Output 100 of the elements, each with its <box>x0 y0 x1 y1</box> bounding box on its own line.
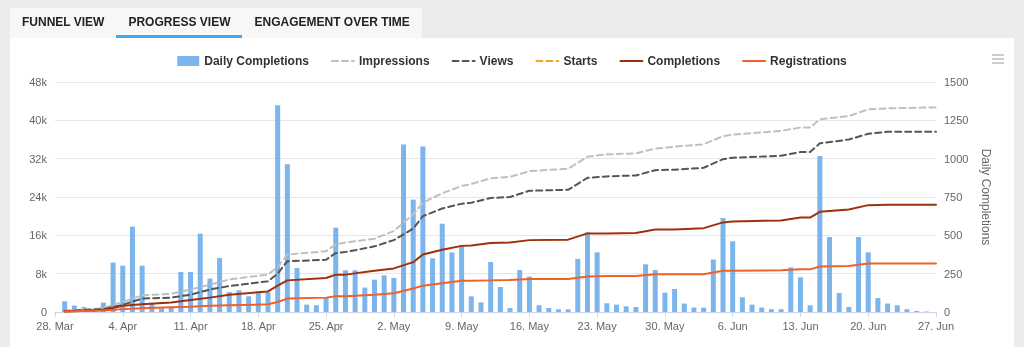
bar <box>623 306 629 312</box>
bar <box>730 241 736 312</box>
x-tick-label: 11. Apr <box>173 319 208 332</box>
bar <box>497 287 503 312</box>
bar <box>546 308 552 312</box>
bar <box>468 296 474 312</box>
bar <box>604 303 610 312</box>
bar <box>323 297 329 312</box>
y2-tick-label: 1000 <box>944 152 969 165</box>
x-tick-label: 16. May <box>509 319 550 332</box>
bar <box>894 305 900 312</box>
line-series <box>63 262 937 313</box>
bar <box>778 309 784 312</box>
bar <box>284 164 290 312</box>
bar <box>759 307 765 312</box>
bar <box>294 267 300 312</box>
x-tick-label: 25. Apr <box>308 319 344 332</box>
bar <box>875 298 881 312</box>
bar <box>768 309 774 312</box>
bar <box>488 262 494 312</box>
bar <box>739 297 745 312</box>
text: ENGAGEMENT OVER TIME <box>253 14 411 31</box>
bar <box>517 269 523 312</box>
bar <box>420 146 426 312</box>
legend-label: Starts <box>563 54 598 68</box>
bar <box>304 304 310 312</box>
bar <box>681 303 687 312</box>
bar <box>401 144 407 312</box>
bar <box>575 258 581 312</box>
bar <box>391 277 397 312</box>
bar <box>827 237 833 312</box>
y2-tick-label: 0 <box>944 306 951 318</box>
bar <box>836 292 842 312</box>
bar <box>720 218 726 312</box>
x-tick-label: 6. Jun <box>717 319 748 332</box>
y2-tick-label: 250 <box>944 267 963 280</box>
legend-label: Completions <box>647 54 721 68</box>
bar <box>672 289 678 312</box>
bar <box>594 252 600 312</box>
x-tick-label: 4. Apr <box>108 319 138 332</box>
bar <box>352 270 358 312</box>
bar <box>342 270 348 312</box>
y-tick-label: 0 <box>40 306 47 318</box>
x-tick-label: 23. May <box>577 319 618 332</box>
legend-label: Registrations <box>770 54 848 68</box>
y-tick-label: 40k <box>29 114 48 127</box>
legend-label: Views <box>479 54 514 68</box>
x-tick-label: 30. May <box>645 319 685 332</box>
text: FUNNEL VIEW <box>21 14 106 31</box>
y-tick-label: 24k <box>29 191 48 203</box>
bar <box>555 309 561 312</box>
y2-tick-label: 750 <box>944 191 963 203</box>
bar <box>846 306 852 312</box>
bar <box>313 305 319 312</box>
y2-tick-label: 500 <box>944 229 963 242</box>
bar <box>633 306 639 312</box>
bar <box>788 267 794 312</box>
x-tick-label: 2. May <box>377 319 411 332</box>
bar <box>362 287 368 312</box>
x-tick-label: 28. Mar <box>36 319 74 332</box>
bar <box>129 226 135 312</box>
legend-label: Daily Completions <box>204 54 310 68</box>
bar <box>652 269 658 312</box>
y2-axis-title: Daily Completions <box>979 148 993 246</box>
y2-tick-label: 1250 <box>944 114 969 127</box>
bar <box>439 223 445 312</box>
bar <box>817 156 823 312</box>
bar <box>197 233 203 312</box>
bar <box>807 305 813 312</box>
bar <box>507 308 513 312</box>
bar <box>749 304 755 312</box>
bar <box>904 309 910 312</box>
x-tick-label: 18. Apr <box>240 319 277 332</box>
bar <box>275 105 281 312</box>
bar <box>885 303 891 312</box>
bar <box>430 258 436 312</box>
bar <box>536 305 542 312</box>
bar <box>381 275 387 312</box>
bar <box>614 304 620 312</box>
x-tick-label: 27. Jun <box>917 319 955 332</box>
bar <box>478 302 484 312</box>
bar <box>449 252 455 312</box>
bar <box>333 227 339 312</box>
bar <box>565 309 571 312</box>
bar <box>410 199 416 312</box>
y-tick-label: 48k <box>29 76 48 88</box>
y-tick-label: 16k <box>29 229 48 242</box>
bar <box>710 259 716 312</box>
x-tick-label: 20. Jun <box>850 319 887 332</box>
bar <box>797 277 803 312</box>
y-tick-label: 8k <box>35 267 48 280</box>
bar <box>701 307 707 312</box>
x-tick-label: 9. May <box>445 319 479 332</box>
bar <box>691 307 697 312</box>
bar <box>662 292 668 312</box>
bar <box>643 264 649 312</box>
x-tick-label: 13. Jun <box>782 319 819 332</box>
bar <box>371 279 377 312</box>
y-tick-label: 32k <box>29 152 48 165</box>
legend-label: Impressions <box>358 54 430 68</box>
